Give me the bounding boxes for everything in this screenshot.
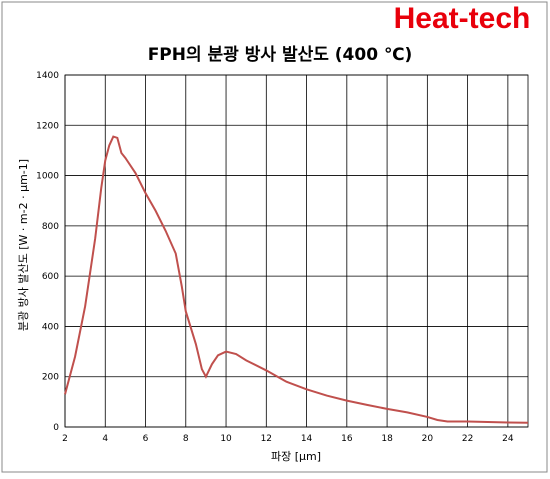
y-tick-label: 1000 [36, 172, 59, 182]
y-tick-label: 200 [42, 373, 59, 383]
y-tick-label: 1200 [36, 121, 59, 131]
x-tick-label: 20 [422, 434, 434, 444]
x-tick-label: 8 [183, 434, 189, 444]
x-tick-label: 24 [502, 434, 514, 444]
x-tick-label: 10 [220, 434, 232, 444]
x-tick-label: 12 [261, 434, 272, 444]
x-tick-label: 16 [341, 434, 353, 444]
logo: Heat-tech [394, 2, 531, 35]
plot-area [64, 74, 529, 428]
data-line [64, 135, 529, 424]
y-tick-label: 800 [42, 222, 59, 232]
x-tick-label: 4 [102, 434, 108, 444]
y-tick-label: 400 [42, 322, 59, 332]
x-axis-label: 파장 [μm] [271, 450, 321, 463]
x-tick-label: 14 [301, 434, 313, 444]
x-tick-label: 2 [62, 434, 68, 444]
y-tick-label: 0 [53, 423, 59, 433]
x-tick-label: 18 [381, 434, 393, 444]
x-tick-label: 22 [462, 434, 473, 444]
x-tick-label: 6 [143, 434, 149, 444]
chart-title: FPH의 분광 방사 발산도 (400 ℃) [148, 45, 413, 65]
y-axis-label: 분광 방사 발산도 [W · m-2 · μm-1] [17, 159, 30, 331]
y-tick-label: 600 [42, 272, 59, 282]
y-tick-label: 1400 [36, 71, 59, 81]
